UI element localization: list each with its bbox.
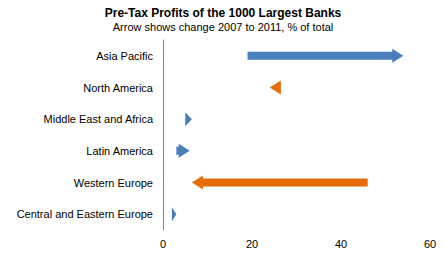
- svg-text:North America: North America: [83, 82, 154, 94]
- svg-text:Pre-Tax Profits of the 1000 La: Pre-Tax Profits of the 1000 Largest Bank…: [105, 6, 342, 20]
- svg-text:Middle East and Africa: Middle East and Africa: [44, 113, 154, 125]
- svg-text:Asia Pacific: Asia Pacific: [96, 50, 153, 62]
- svg-text:60: 60: [424, 238, 436, 250]
- svg-text:Central and Eastern Europe: Central and Eastern Europe: [17, 208, 153, 220]
- svg-text:40: 40: [335, 238, 347, 250]
- svg-text:0: 0: [160, 238, 166, 250]
- svg-text:20: 20: [246, 238, 258, 250]
- svg-text:Western Europe: Western Europe: [74, 177, 153, 189]
- svg-text:Latin America: Latin America: [86, 145, 154, 157]
- svg-text:Arrow shows change 2007 to 201: Arrow shows change 2007 to 2011, % of to…: [113, 21, 334, 33]
